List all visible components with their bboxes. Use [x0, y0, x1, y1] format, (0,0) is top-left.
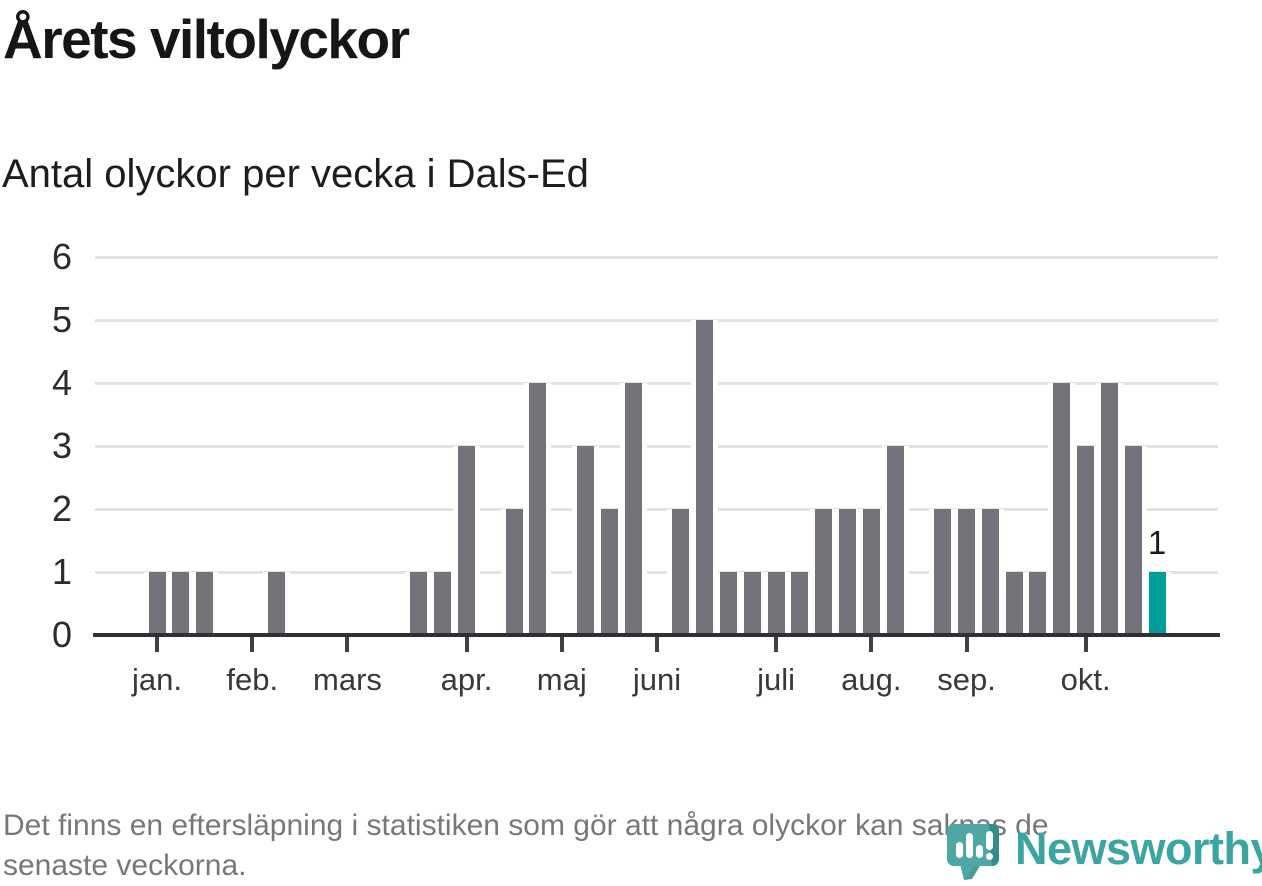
month-tick-mars [345, 637, 350, 652]
gridline-y1 [95, 570, 1218, 574]
bar-week-6 [262, 572, 290, 635]
month-tick-juli [774, 637, 779, 652]
month-tick-apr [464, 637, 469, 652]
newsworthy-logo[interactable]: Newsworthy [941, 818, 1262, 882]
footnote: Det finns en eftersläpning i statistiken… [3, 806, 1259, 886]
bar-week-14 [453, 446, 481, 635]
bar-week-17 [524, 383, 552, 635]
footnote-line-1: Det finns en eftersläpning i statistiken… [3, 809, 1049, 842]
month-tick-sep [964, 637, 969, 652]
month-label-sep: sep. [937, 662, 996, 697]
y-axis-label-6: 6 [51, 236, 72, 277]
month-tick-jan [155, 637, 159, 652]
gridline-y5 [95, 318, 1218, 322]
y-axis-label-0: 0 [51, 614, 72, 655]
x-axis-line [93, 633, 1220, 637]
gridline-y2 [95, 507, 1218, 511]
month-label-apr: apr. [440, 662, 493, 697]
y-axis-label-4: 4 [51, 362, 72, 403]
bar-week-42 [1119, 446, 1147, 635]
month-label-juli: juli [757, 662, 795, 697]
bar-week-3 [191, 572, 219, 635]
newsworthy-bar-chart-bubble-icon [941, 818, 1005, 882]
month-tick-maj [559, 637, 564, 652]
bar-week-24 [691, 320, 719, 635]
month-tick-aug [869, 637, 874, 652]
month-label-aug: aug. [841, 662, 902, 697]
y-axis-label-2: 2 [51, 488, 72, 529]
month-tick-feb [250, 637, 255, 652]
bar-week-43 [1143, 572, 1171, 635]
page-title: Årets viltolyckor [3, 8, 410, 70]
bar-value-label: 1 [1147, 524, 1167, 561]
month-label-jan: jan. [132, 662, 182, 697]
newsworthy-wordmark: Newsworthy [1015, 823, 1262, 874]
month-label-feb: feb. [226, 662, 279, 697]
gridline-y4 [95, 381, 1218, 385]
month-tick-juni [655, 637, 659, 652]
month-label-mars: mars [313, 662, 382, 697]
chart-subtitle: Antal olyckor per vecka i Dals-Ed [2, 152, 589, 196]
bar-week-32 [881, 446, 909, 635]
month-label-okt: okt. [1060, 662, 1111, 697]
gridline-y6 [95, 255, 1218, 259]
month-label-juni: juni [632, 662, 682, 697]
bar-week-21 [619, 383, 647, 635]
gridline-y3 [95, 444, 1218, 448]
y-axis-label-5: 5 [51, 299, 72, 340]
footnote-line-2: senaste veckorna. [3, 849, 247, 882]
y-axis-label-1: 1 [51, 551, 72, 592]
month-tick-okt [1083, 637, 1088, 652]
month-label-maj: maj [536, 662, 587, 697]
y-axis-label-3: 3 [51, 425, 72, 466]
